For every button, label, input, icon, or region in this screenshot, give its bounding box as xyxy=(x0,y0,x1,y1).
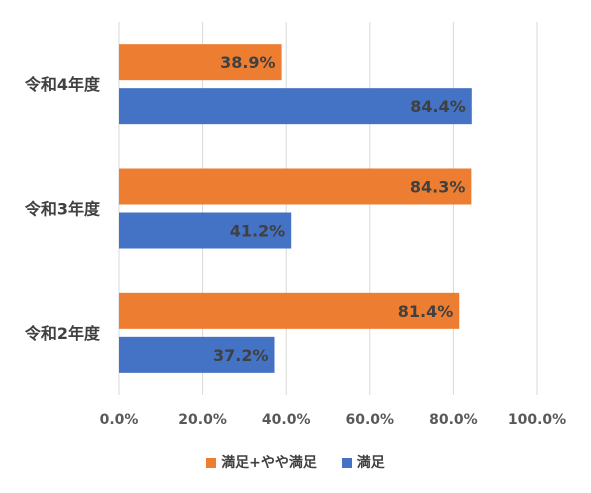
bar-satisfied-or-somewhat xyxy=(119,44,282,81)
bar-satisfied xyxy=(119,88,472,125)
data-label: 84.3% xyxy=(410,178,466,197)
x-tick-label: 40.0% xyxy=(262,412,311,428)
data-label: 81.4% xyxy=(398,302,454,321)
x-tick-label: 100.0% xyxy=(508,412,566,428)
legend-label-series-1: 満足+やや満足 xyxy=(221,455,317,471)
data-label: 37.2% xyxy=(213,346,269,365)
x-tick-label: 20.0% xyxy=(178,412,227,428)
legend-item-series-2: 満足 xyxy=(341,452,385,472)
bar-satisfied-or-somewhat xyxy=(119,292,460,329)
bar-satisfied xyxy=(119,212,292,249)
legend-item-series-1: 満足+やや満足 xyxy=(206,452,317,472)
data-label: 84.4% xyxy=(410,97,466,116)
bar-satisfied xyxy=(119,336,275,373)
x-tick-label: 80.0% xyxy=(429,412,478,428)
x-tick-label: 0.0% xyxy=(100,412,139,428)
legend-swatch-series-1 xyxy=(206,458,217,468)
bar-satisfied-or-somewhat xyxy=(119,168,472,205)
x-tick-label: 60.0% xyxy=(346,412,395,428)
data-label: 41.2% xyxy=(230,222,286,241)
category-label: 令和4年度 xyxy=(24,75,101,94)
category-label: 令和2年度 xyxy=(24,324,101,343)
legend: 満足+やや満足 満足 xyxy=(0,452,591,472)
category-label: 令和3年度 xyxy=(24,200,101,219)
legend-label-series-2: 満足 xyxy=(356,455,385,471)
legend-swatch-series-2 xyxy=(341,458,352,468)
data-label: 38.9% xyxy=(220,53,276,72)
